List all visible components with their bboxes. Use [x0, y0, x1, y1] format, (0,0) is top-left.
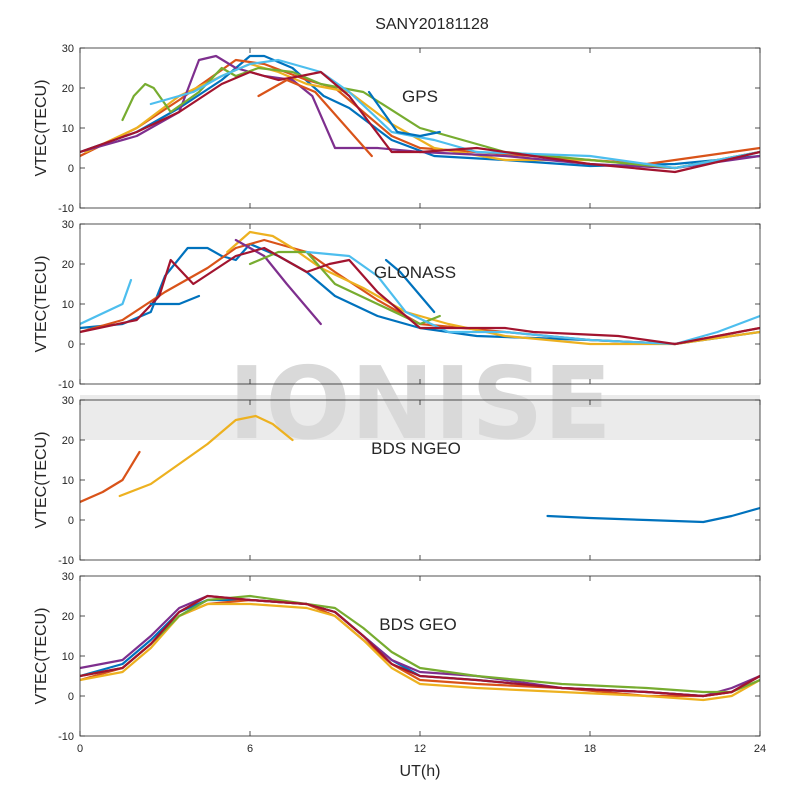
y-tick-label: 10	[62, 651, 74, 663]
panel-label: GLONASS	[374, 263, 456, 282]
y-tick-label: 30	[62, 219, 74, 231]
series-group	[80, 54, 760, 174]
y-axis-label: VTEC(TECU)	[33, 80, 50, 177]
y-tick-label: 30	[62, 395, 74, 407]
y-tick-label: 0	[68, 515, 74, 527]
series-line-3	[226, 230, 760, 346]
y-tick-label: 10	[62, 123, 74, 135]
panel-bds-ngeo: -10 0 10 20 30 VTEC(TECU) BDS NGEO	[33, 395, 761, 567]
y-tick-label: 20	[62, 259, 74, 271]
series-line-4	[234, 238, 322, 326]
series-line-7	[80, 70, 760, 174]
y-tick-label: -10	[58, 555, 74, 567]
series-line-1	[80, 450, 141, 504]
y-tick-label: 0	[68, 163, 74, 175]
series-line-8	[80, 246, 760, 346]
series-group	[80, 414, 760, 524]
x-tick-label: 6	[247, 743, 253, 755]
panel-label: BDS NGEO	[371, 439, 461, 458]
y-tick-label: 10	[62, 475, 74, 487]
series-line-5	[248, 250, 441, 326]
panel-label: BDS GEO	[379, 615, 456, 634]
series-line-4	[80, 54, 760, 170]
y-axis-label: VTEC(TECU)	[33, 432, 50, 529]
x-tick-label: 0	[77, 743, 83, 755]
y-tick-label: 20	[62, 435, 74, 447]
series-line-10	[384, 258, 436, 314]
series-line-1	[80, 54, 760, 168]
x-tick-label: 12	[414, 743, 426, 755]
panel-glonass: -10 0 10 20 30 VTEC(TECU) GLONASS	[33, 219, 761, 391]
y-tick-label: 30	[62, 571, 74, 583]
x-tick-label: 18	[584, 743, 596, 755]
panel-gps: -10 0 10 20 30 VTEC(TECU) GPS	[33, 43, 761, 215]
x-axis-label: UT(h)	[400, 763, 441, 780]
y-axis-label: VTEC(TECU)	[33, 608, 50, 705]
y-tick-label: 0	[68, 339, 74, 351]
x-tick-label: 24	[754, 743, 766, 755]
figure-title: SANY20181128	[375, 16, 489, 33]
series-line-6	[80, 594, 760, 698]
series-group	[80, 230, 760, 346]
y-tick-label: 10	[62, 299, 74, 311]
series-line-7	[305, 250, 760, 346]
y-tick-label: -10	[58, 379, 74, 391]
y-tick-label: -10	[58, 731, 74, 743]
y-tick-label: 30	[62, 43, 74, 55]
y-tick-label: 0	[68, 691, 74, 703]
series-line-9	[257, 78, 373, 158]
series-line-9	[149, 294, 201, 306]
y-tick-label: 20	[62, 611, 74, 623]
y-axis-label: VTEC(TECU)	[33, 256, 50, 353]
y-tick-label: 20	[62, 83, 74, 95]
series-line-2	[118, 414, 294, 498]
y-tick-label: -10	[58, 203, 74, 215]
series-group	[80, 594, 760, 702]
series-line-6	[80, 278, 133, 326]
series-line-3	[546, 506, 760, 524]
series-line-8	[367, 90, 441, 138]
panel-label: GPS	[402, 87, 438, 106]
series-line-6	[149, 58, 760, 170]
series-line-5	[80, 594, 760, 694]
